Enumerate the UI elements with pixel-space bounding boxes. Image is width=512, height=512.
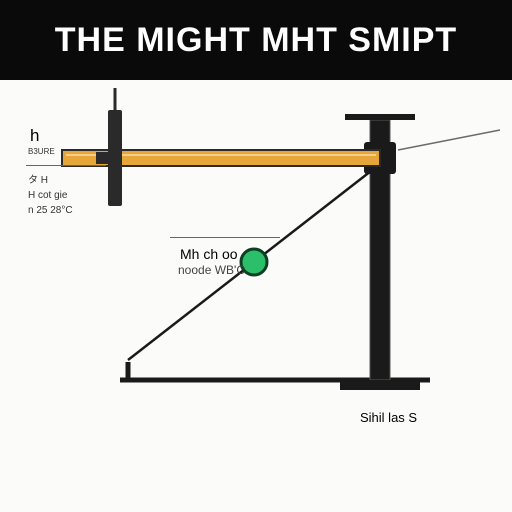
diagram-area: h B3URE タ H H cot gie n 25 28°C Mh ch oo… — [0, 80, 512, 512]
stack-line-1: タ H — [28, 175, 48, 188]
mid-label-2: noode WB'C — [178, 263, 245, 279]
mid-label-1: Mh ch oo — [180, 245, 238, 263]
stack-line-3: n 25 28°C — [28, 205, 73, 218]
stack-line-2: H cot gie — [28, 190, 67, 203]
diagram-svg — [0, 80, 512, 512]
page: THE MIGHT MHT SMIPT h B3URE タ H H cot gi… — [0, 0, 512, 512]
title-banner: THE MIGHT MHT SMIPT — [0, 0, 512, 80]
divider-2 — [170, 237, 280, 238]
banner-text: THE MIGHT MHT SMIPT — [55, 21, 457, 60]
label-h: h — [30, 125, 39, 147]
label-h-sub: B3URE — [28, 147, 55, 157]
divider-1 — [26, 165, 106, 166]
caption-label: Sihil las S — [360, 410, 417, 427]
